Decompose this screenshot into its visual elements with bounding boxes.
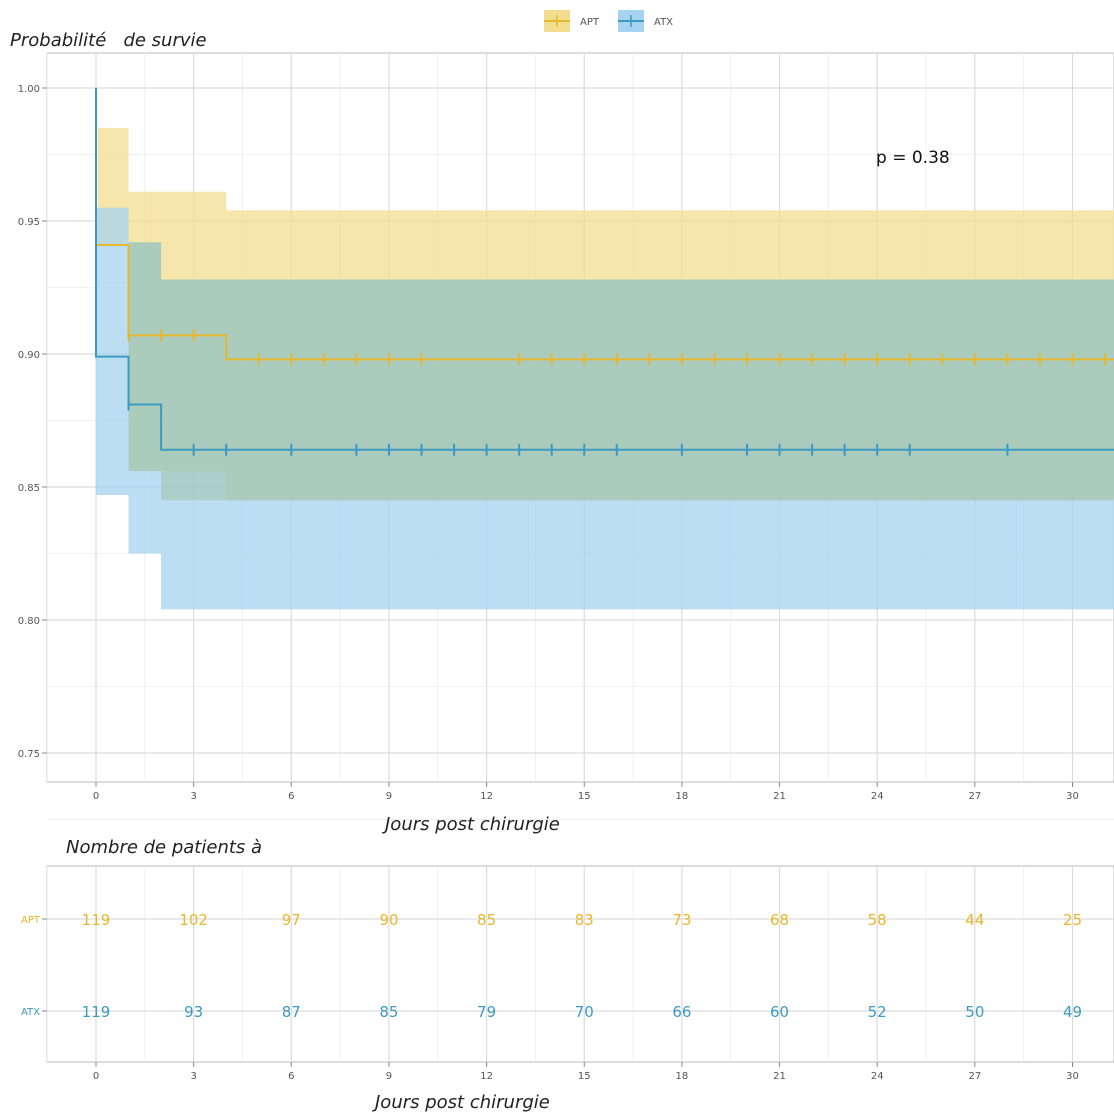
risk-cell-apt-30: 25 — [1063, 911, 1082, 929]
risk-cell-atx-15: 70 — [575, 1003, 594, 1021]
risk-cell-apt-15: 83 — [575, 911, 594, 929]
x-tick-label-15: 15 — [578, 791, 591, 802]
censor-marks — [127, 329, 1107, 456]
band-overlap-2 — [161, 279, 1114, 501]
risk-table-title-line1: Nombre de patients à — [66, 837, 262, 858]
risk-cell-atx-0: 119 — [82, 1003, 111, 1021]
risk-table-x-ticks: 0 3 6 9 12 15 18 21 24 27 30 — [93, 1062, 1079, 1082]
y-axis-title: Probabilité de survie — [10, 30, 207, 51]
legend: APT ATX — [544, 10, 673, 32]
x-tick-label-0: 0 — [93, 791, 99, 802]
y-tick-label-4: 0.95 — [18, 217, 40, 228]
risk-cell-atx-21: 60 — [770, 1003, 789, 1021]
x-tick-label-27: 27 — [968, 791, 981, 802]
confidence-bands — [96, 127, 1114, 610]
risk-cell-apt-21: 68 — [770, 911, 789, 929]
p-value-annotation: p = 0.38 — [876, 148, 950, 168]
risk-cell-atx-18: 66 — [672, 1003, 691, 1021]
x-tick-label-9: 9 — [386, 791, 392, 802]
x-tick-label-12: 12 — [480, 791, 493, 802]
x-tick-label-30: 30 — [1066, 791, 1079, 802]
risk-x-tick-label-12: 12 — [480, 1071, 493, 1082]
risk-cell-apt-6: 97 — [282, 911, 301, 929]
risk-cell-atx-24: 52 — [868, 1003, 887, 1021]
risk-x-tick-label-3: 3 — [190, 1071, 196, 1082]
risk-x-tick-label-15: 15 — [578, 1071, 591, 1082]
risk-x-tick-label-30: 30 — [1066, 1071, 1079, 1082]
risk-cell-apt-27: 44 — [965, 911, 984, 929]
risk-cell-atx-3: 93 — [184, 1003, 203, 1021]
risk-cell-apt-9: 90 — [379, 911, 398, 929]
curve-apt — [96, 243, 1114, 361]
band-overlap-1 — [128, 242, 162, 472]
risk-cell-apt-0: 119 — [82, 911, 111, 929]
risk-table-grid — [46, 866, 1114, 1062]
y-axis-ticks: 0.75 0.80 0.85 0.90 0.95 1.00 — [18, 84, 47, 760]
risk-cell-apt-18: 73 — [672, 911, 691, 929]
legend-label-apt: APT — [580, 17, 600, 28]
x-axis-title: Jours post chirurgie — [382, 814, 560, 835]
risk-cell-atx-27: 50 — [965, 1003, 984, 1021]
risk-table-x-axis-title: Jours post chirurgie — [372, 1092, 550, 1113]
risk-x-tick-label-27: 27 — [968, 1071, 981, 1082]
y-tick-label-3: 0.90 — [18, 350, 40, 361]
x-tick-label-18: 18 — [676, 791, 689, 802]
risk-table-panel — [46, 865, 1114, 1063]
x-tick-label-6: 6 — [288, 791, 294, 802]
x-axis-ticks: 0 3 6 9 12 15 18 21 24 27 30 — [93, 782, 1079, 802]
x-tick-label-24: 24 — [871, 791, 884, 802]
y-tick-label-0: 0.75 — [18, 749, 40, 760]
risk-cell-apt-24: 58 — [868, 911, 887, 929]
band-atx — [96, 207, 1114, 610]
y-tick-label-2: 0.85 — [18, 483, 40, 494]
risk-x-tick-label-18: 18 — [676, 1071, 689, 1082]
risk-cell-apt-3: 102 — [179, 911, 208, 929]
legend-label-atx: ATX — [654, 17, 673, 28]
risk-x-tick-label-24: 24 — [871, 1071, 884, 1082]
x-tick-label-21: 21 — [773, 791, 786, 802]
x-tick-label-3: 3 — [190, 791, 196, 802]
risk-table-cells: APT 119 102 97 90 85 83 73 68 58 44 25 ATX 119 93 87 85 7… — [21, 911, 1082, 1021]
risk-x-tick-label-9: 9 — [386, 1071, 392, 1082]
risk-cell-atx-12: 79 — [477, 1003, 496, 1021]
risk-row-label-atx: ATX — [21, 1007, 40, 1018]
risk-cell-apt-12: 85 — [477, 911, 496, 929]
y-tick-label-1: 0.80 — [18, 616, 40, 627]
risk-cell-atx-9: 85 — [379, 1003, 398, 1021]
risk-cell-atx-30: 49 — [1063, 1003, 1082, 1021]
risk-x-tick-label-21: 21 — [773, 1071, 786, 1082]
risk-x-tick-label-6: 6 — [288, 1071, 294, 1082]
risk-cell-atx-6: 87 — [282, 1003, 301, 1021]
y-tick-label-5: 1.00 — [18, 84, 40, 95]
risk-row-label-apt: APT — [21, 915, 41, 926]
risk-x-tick-label-0: 0 — [93, 1071, 99, 1082]
